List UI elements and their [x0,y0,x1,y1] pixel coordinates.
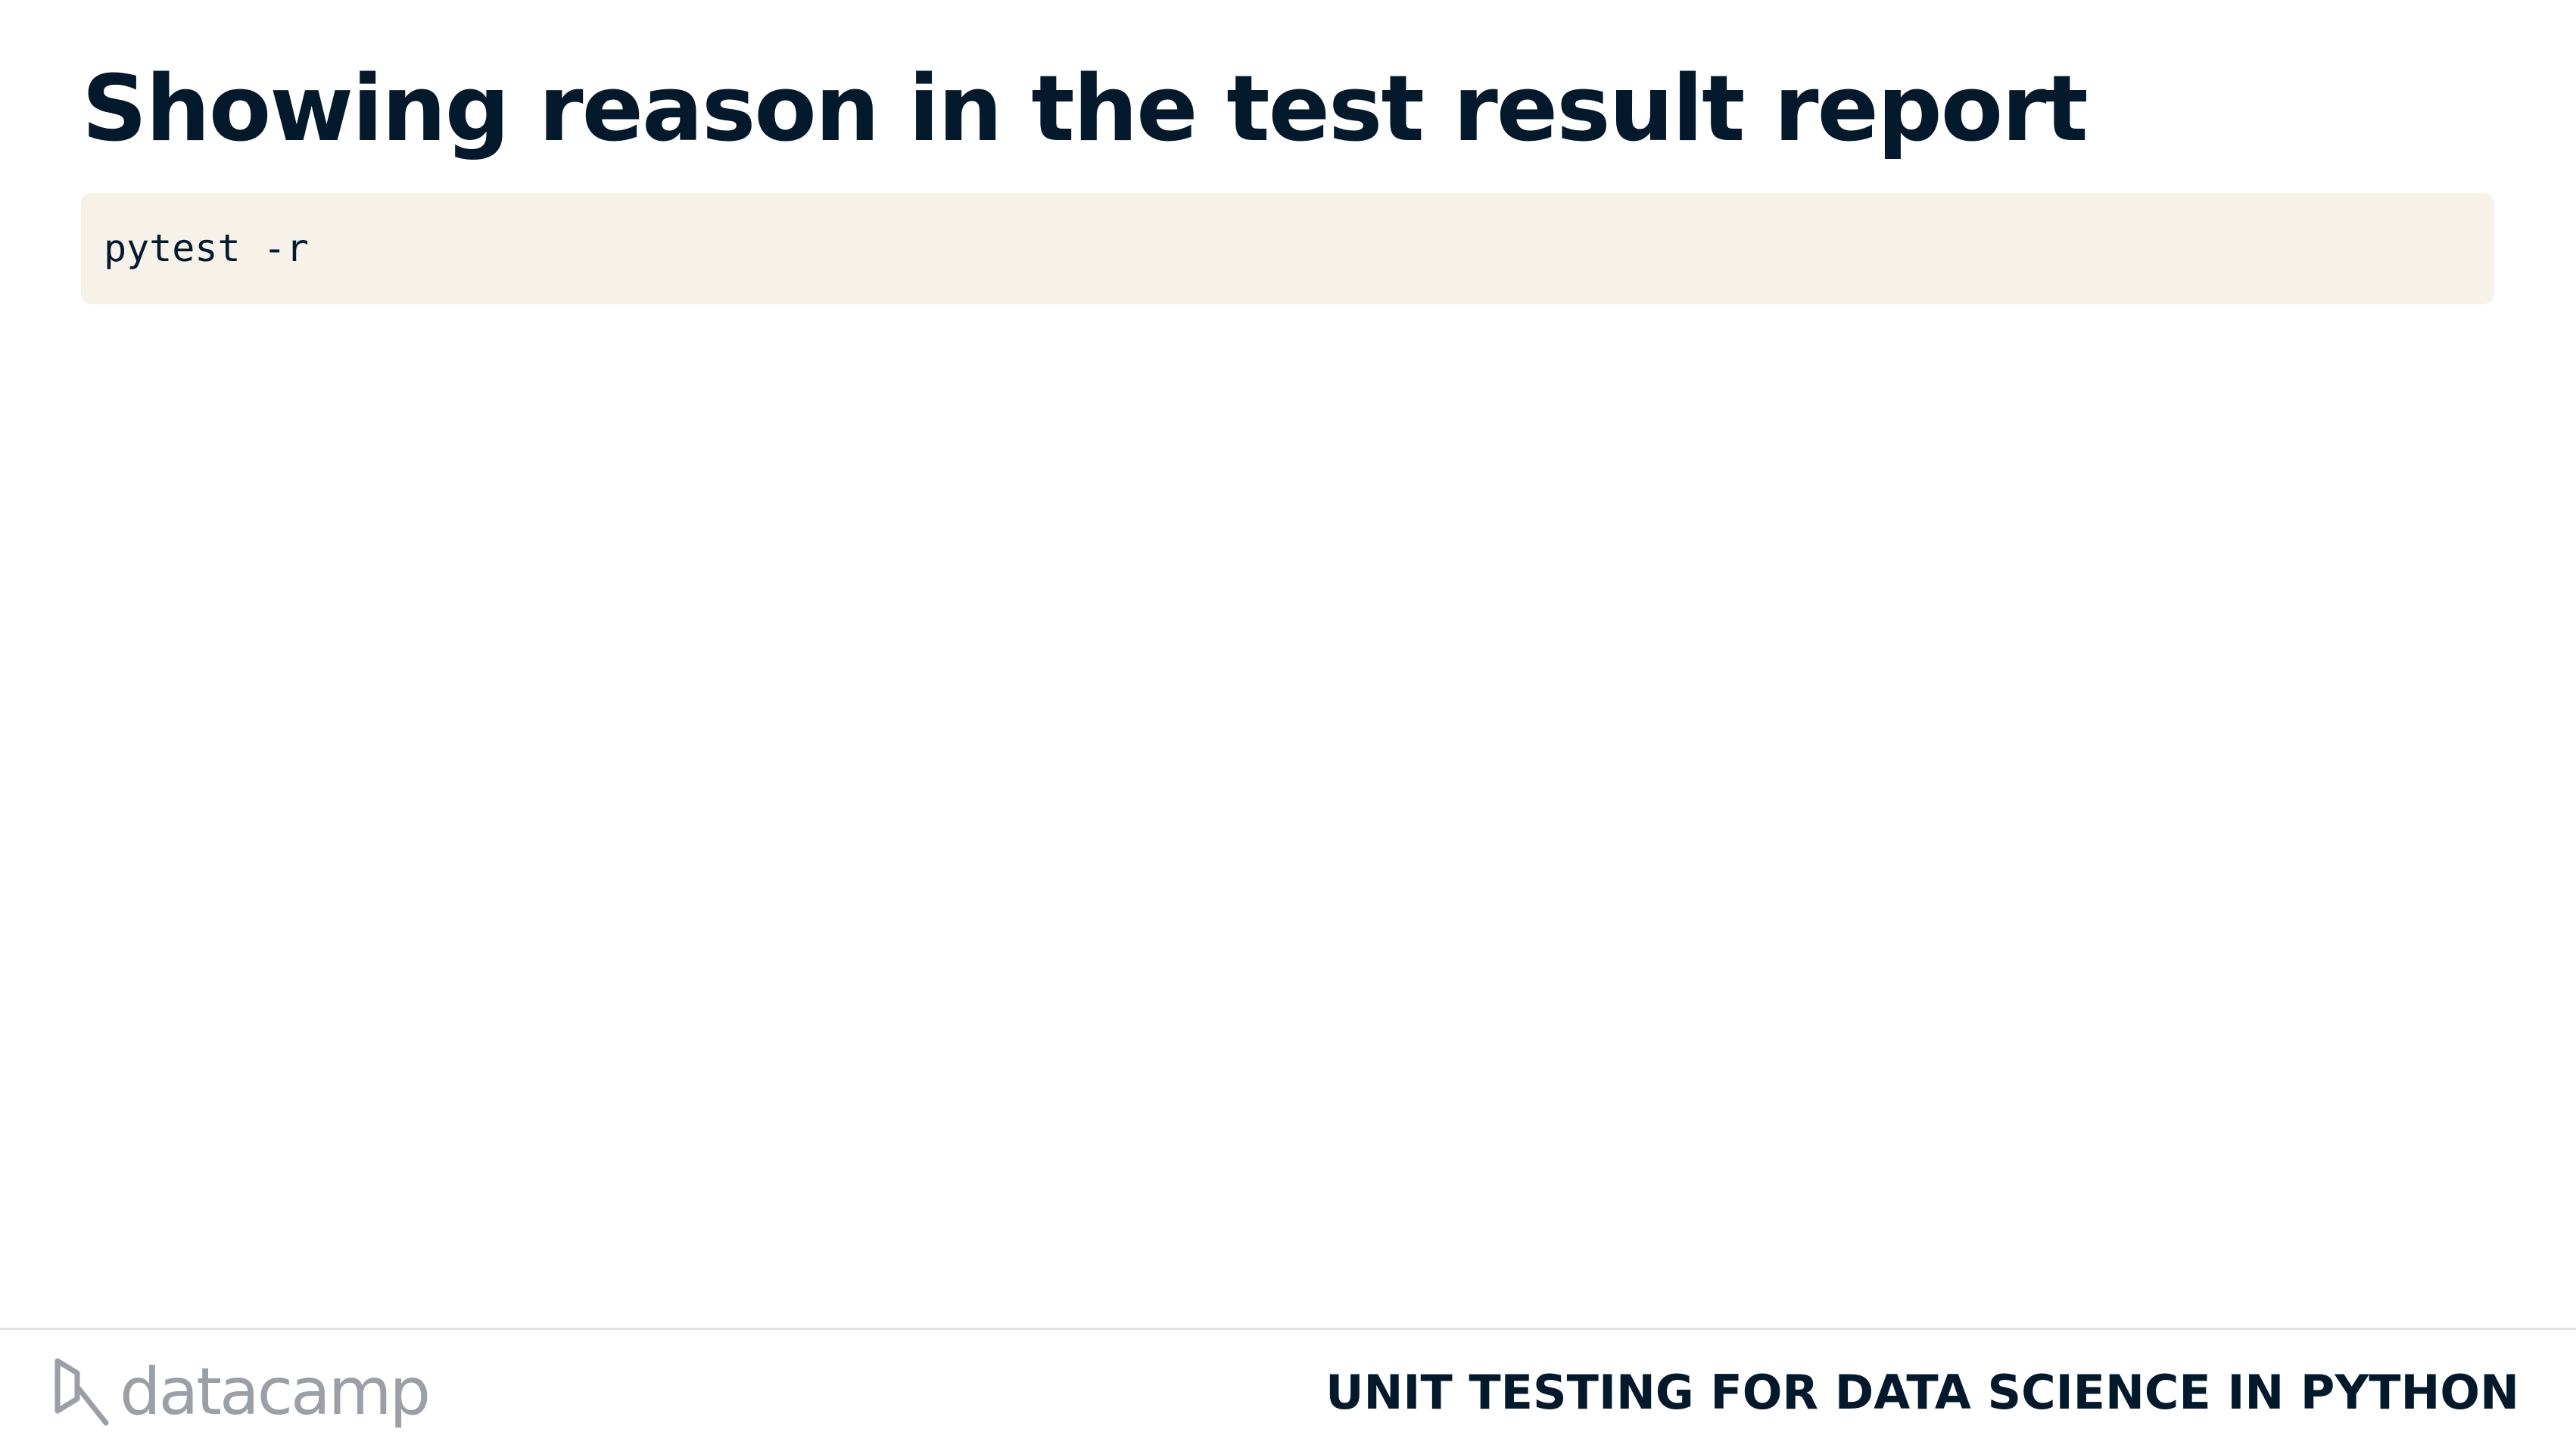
brand-name: datacamp [120,1354,431,1430]
footer: datacamp UNIT TESTING FOR DATA SCIENCE I… [0,1328,2576,1451]
code-block: pytest -r [81,193,2494,304]
slide-title: Showing reason in the test result report [82,57,2089,162]
datacamp-logo-icon [55,1358,109,1425]
brand-logo: datacamp [53,1353,431,1432]
code-text: pytest -r [104,226,309,270]
course-title: UNIT TESTING FOR DATA SCIENCE IN PYTHON [1325,1365,2519,1420]
